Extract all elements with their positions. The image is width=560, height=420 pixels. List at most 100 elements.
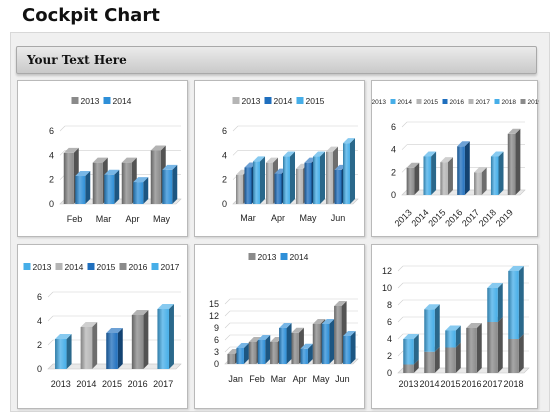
legend-label: 2017	[161, 262, 180, 272]
bar-2018	[508, 334, 524, 373]
x-tick-label: 2017	[482, 379, 502, 389]
chart-panel-5: 0 3 6 9 12 15 Jan Feb Mar Apr May Jun 2013 2014	[194, 244, 365, 409]
x-tick-label: 2015	[102, 379, 122, 389]
x-tick-label: 2018	[503, 379, 523, 389]
bar-2014	[80, 322, 98, 369]
x-tick-label: Feb	[67, 214, 83, 224]
bar-2014-Feb	[75, 171, 91, 204]
x-tick-label: Jan	[228, 374, 243, 384]
bar-2015-Apr	[283, 151, 295, 204]
bar-2017	[487, 283, 503, 322]
bar-2016	[466, 322, 482, 373]
bar-2017	[157, 304, 174, 369]
bar-2014-Mar	[279, 323, 292, 364]
y-tick-label: 6	[49, 126, 54, 136]
legend-swatch	[151, 263, 159, 270]
legend-label: 2014	[113, 96, 132, 106]
x-tick-label: Apr	[125, 214, 139, 224]
chart-legend: 2013 2014	[248, 252, 309, 262]
x-tick-label: Mar	[240, 213, 256, 223]
legend-swatch	[55, 263, 63, 270]
bar-2013	[406, 162, 420, 195]
bar-2017	[487, 317, 503, 373]
legend-swatch	[416, 99, 422, 104]
x-tick-label: 2019	[494, 207, 515, 228]
x-tick-label: 2018	[477, 207, 498, 228]
legend-swatch	[248, 253, 256, 260]
legend-label: 2013	[372, 99, 386, 106]
y-tick-label: 10	[382, 283, 392, 293]
legend-swatch	[264, 97, 272, 104]
x-tick-label: 2013	[393, 207, 414, 228]
bar-2015	[445, 325, 461, 348]
x-tick-label: Jun	[335, 374, 350, 384]
legend-swatch	[390, 99, 396, 104]
legend-label: 2014	[290, 252, 309, 262]
chart-legend: 2013 2014 2015 2016 2017	[23, 262, 180, 272]
legend-label: 2018	[502, 99, 517, 106]
bar-2016	[457, 141, 470, 195]
y-tick-label: 0	[387, 368, 392, 378]
legend-label: 2014	[274, 96, 293, 106]
x-tick-label: 2014	[419, 379, 439, 389]
bar-2014	[424, 304, 440, 352]
page-title: Cockpit Chart	[22, 5, 160, 26]
x-tick-label: Mar	[96, 214, 112, 224]
x-tick-label: 2016	[443, 207, 464, 228]
x-tick-label: 2014	[409, 207, 430, 228]
legend-swatch	[119, 263, 127, 270]
x-tick-label: Mar	[271, 374, 287, 384]
legend-label: 2014	[398, 99, 413, 106]
y-tick-label: 4	[391, 145, 396, 155]
chart-4: 0 2 4 6 2013 2014 2015 2016 2017 2013 2014 2015 2016…	[23, 262, 182, 389]
x-tick-label: May	[312, 374, 330, 384]
y-tick-label: 12	[382, 266, 392, 276]
x-tick-label: Jun	[331, 213, 346, 223]
x-tick-label: 2015	[426, 207, 447, 228]
bar-2014-May	[162, 164, 178, 204]
legend-swatch	[103, 97, 111, 104]
chart-legend: 2013 2014 2015 2016 2017 2018 2019	[372, 99, 539, 106]
legend-label: 2015	[97, 262, 116, 272]
y-tick-label: 2	[49, 175, 54, 185]
legend-label: 2013	[242, 96, 261, 106]
legend-label: 2015	[424, 99, 439, 106]
y-tick-label: 0	[222, 199, 227, 209]
x-tick-label: May	[299, 213, 317, 223]
x-tick-label: 2013	[398, 379, 418, 389]
y-tick-label: 2	[222, 175, 227, 185]
x-tick-label: Feb	[249, 374, 265, 384]
y-tick-label: 0	[214, 359, 219, 369]
legend-swatch	[296, 97, 304, 104]
bar-2014-Apr	[133, 177, 149, 204]
bar-2016	[131, 310, 149, 369]
bar-2015	[106, 328, 123, 369]
bar-2017	[474, 167, 487, 195]
x-tick-label: 2017	[460, 207, 481, 228]
legend-label: 2013	[81, 96, 100, 106]
chart-legend: 2013 2014 2015	[232, 96, 325, 106]
bar-2019	[507, 128, 521, 195]
x-tick-label: Apr	[271, 213, 285, 223]
bar-2015-Jun	[343, 138, 355, 204]
legend-swatch	[494, 99, 500, 104]
chart-legend: 2013 2014	[71, 96, 132, 106]
legend-label: 2016	[450, 99, 465, 106]
legend-label: 2015	[306, 96, 325, 106]
y-tick-label: 0	[37, 364, 42, 374]
bar-2014-Jan	[236, 343, 249, 364]
chart-2: 0 2 4 6 Mar Apr May Jun 2013 2014 2015	[222, 96, 359, 223]
y-tick-label: 3	[214, 347, 219, 357]
legend-label: 2017	[476, 99, 491, 106]
bar-2013	[403, 334, 419, 365]
chart-5: 0 3 6 9 12 15 Jan Feb Mar Apr May Jun 2013 2014	[209, 252, 359, 384]
legend-swatch	[280, 253, 288, 260]
y-tick-label: 4	[49, 150, 54, 160]
chart-1: 0 2 4 6 Feb Mar Apr May 2013 2014	[49, 96, 182, 224]
y-tick-label: 4	[37, 316, 42, 326]
legend-label: 2016	[129, 262, 148, 272]
y-tick-label: 8	[387, 300, 392, 310]
x-tick-label: 2015	[440, 379, 460, 389]
legend-swatch	[23, 263, 31, 270]
